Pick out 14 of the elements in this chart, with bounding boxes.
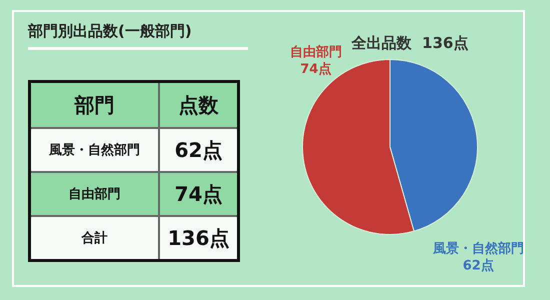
text: 自由部門	[30, 172, 159, 216]
text: 部門別出品数(一般部門)	[28, 22, 248, 50]
data-label: 74点	[300, 60, 332, 77]
text: 部門	[30, 82, 159, 128]
slice-label: 自由部門	[290, 44, 342, 60]
text: 全出品数 136点	[352, 34, 468, 52]
data-label: 62点	[462, 258, 494, 274]
text: 62点	[159, 128, 238, 172]
text: 136点	[159, 216, 238, 260]
text: 点数	[159, 82, 238, 128]
text: 合計	[30, 216, 159, 260]
slice-label: 風景・自然部門	[432, 240, 524, 256]
text: 風景・自然部門	[30, 128, 159, 172]
text: 74点	[159, 172, 238, 216]
